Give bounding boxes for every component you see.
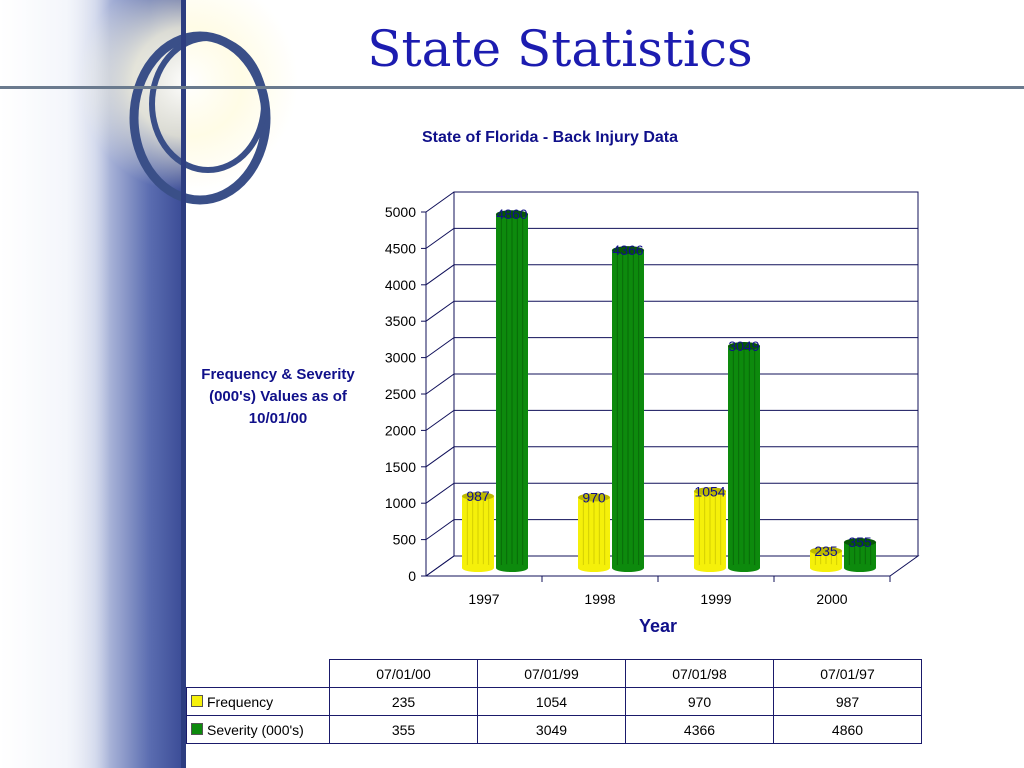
gridline <box>425 264 918 286</box>
data-label: 987 <box>466 488 490 504</box>
x-tick-label: 2000 <box>816 591 847 607</box>
bar-top <box>462 492 494 501</box>
vertical-divider <box>181 0 186 768</box>
table-cell: 1054 <box>477 687 626 716</box>
table-cell: 987 <box>773 687 922 716</box>
y-tick-label: 2000 <box>385 422 416 438</box>
gridline <box>425 300 918 322</box>
table-header-cell: 07/01/98 <box>625 659 774 688</box>
gridline <box>425 482 918 504</box>
bar-top <box>612 246 644 255</box>
x-tick-label: 1998 <box>584 591 615 607</box>
bar-top <box>578 493 610 502</box>
y-tick-label: 4000 <box>385 277 416 293</box>
table-row-label: Severity (000's) <box>186 715 330 744</box>
data-label: 4366 <box>612 242 643 258</box>
frequency-legend-swatch <box>191 694 203 707</box>
table-cell: 3049 <box>477 715 626 744</box>
table-header-cell: 07/01/00 <box>329 659 478 688</box>
table-header-cell: 07/01/97 <box>773 659 922 688</box>
bar-top <box>844 538 876 547</box>
y-tick-label: 3000 <box>385 350 416 366</box>
bar-top <box>694 487 726 496</box>
table-cell: 4860 <box>773 715 922 744</box>
bar-base <box>612 564 644 572</box>
gridline <box>425 519 918 541</box>
x-tick-label: 1997 <box>468 591 499 607</box>
y-tick-label: 0 <box>408 568 416 584</box>
gridline <box>425 191 918 213</box>
data-label: 3049 <box>728 338 759 354</box>
bar-base <box>810 564 842 572</box>
page-title: State Statistics <box>367 20 753 78</box>
severity-legend-swatch <box>191 722 203 735</box>
table-cell: 4366 <box>625 715 774 744</box>
table-header-cell: 07/01/99 <box>477 659 626 688</box>
y-tick-label: 3500 <box>385 313 416 329</box>
table-row-label: Frequency <box>186 687 330 716</box>
y-axis-label: Frequency & Severity (000's) Values as o… <box>201 366 355 427</box>
gridline <box>425 227 918 249</box>
data-label: 355 <box>848 534 872 550</box>
horizontal-divider <box>0 86 1024 89</box>
table-header-row: 07/01/00 07/01/99 07/01/98 07/01/97 <box>187 659 922 688</box>
bar-base <box>728 564 760 572</box>
x-tick-label: 1999 <box>700 591 731 607</box>
y-tick-label: 2500 <box>385 386 416 402</box>
gridline <box>425 555 918 577</box>
chart-title: State of Florida - Back Injury Data <box>421 129 679 146</box>
y-tick-label: 5000 <box>385 204 416 220</box>
gridline <box>425 409 918 431</box>
bar-base <box>844 564 876 572</box>
data-table: 07/01/00 07/01/99 07/01/98 07/01/97 Freq… <box>186 659 922 744</box>
table-cell: 970 <box>625 687 774 716</box>
data-label: 1054 <box>694 483 725 499</box>
table-cell: 235 <box>329 687 478 716</box>
table-row: Frequency 235 1054 970 987 <box>186 687 922 716</box>
x-axis-title: Year <box>639 616 677 636</box>
series-name: Frequency <box>207 693 274 710</box>
table-row: Severity (000's) 355 3049 4366 4860 <box>186 715 922 744</box>
bar-top <box>496 210 528 219</box>
decorative-rings <box>78 0 298 205</box>
y-tick-label: 4500 <box>385 240 416 256</box>
y-tick-label: 500 <box>393 532 417 548</box>
series-name: Severity (000's) <box>207 721 304 738</box>
data-label: 970 <box>582 489 606 505</box>
table-cell: 355 <box>329 715 478 744</box>
bar-chart: 0 500 1000 1500 2000 2500 3000 3500 4000 4500 5000… <box>385 191 920 636</box>
bar-top <box>728 342 760 351</box>
bar-base <box>496 564 528 572</box>
table-corner <box>187 660 330 688</box>
data-label: 4860 <box>496 206 527 222</box>
bar-base <box>462 564 494 572</box>
y-tick-label: 1500 <box>385 459 416 475</box>
gridline <box>425 446 918 468</box>
gridline <box>425 337 918 359</box>
data-label: 235 <box>814 543 838 559</box>
y-tick-label: 1000 <box>385 495 416 511</box>
bar-base <box>578 564 610 572</box>
bar-base <box>694 564 726 572</box>
gridline <box>425 373 918 395</box>
bar-top <box>810 546 842 555</box>
